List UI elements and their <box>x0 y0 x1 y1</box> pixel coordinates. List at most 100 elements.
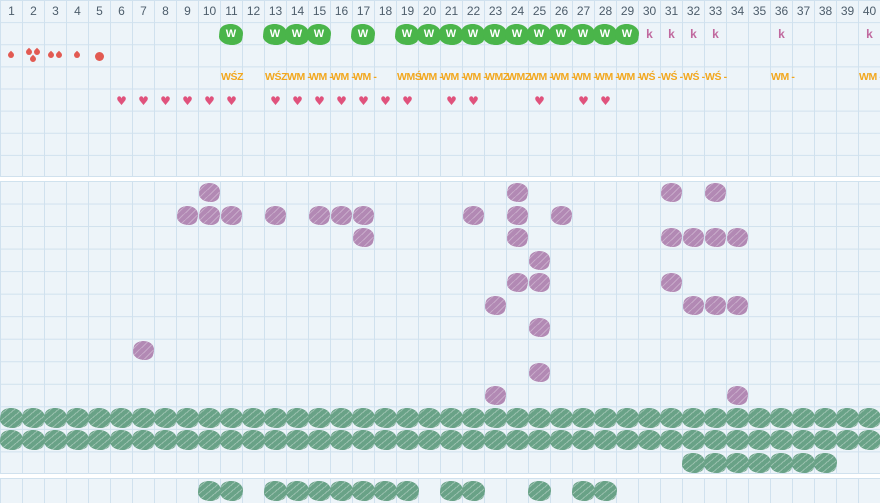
w-badge-icon: W <box>219 24 243 45</box>
w-badge-icon: W <box>263 24 287 45</box>
bush-icon <box>87 407 111 428</box>
bush-icon <box>197 407 221 428</box>
w-badge-icon: W <box>593 24 617 45</box>
flower-icon <box>484 295 506 315</box>
column-header: 5 <box>96 4 103 18</box>
column-header: 19 <box>400 4 415 18</box>
column-header: 36 <box>774 4 789 18</box>
column-header: 40 <box>862 4 877 18</box>
flower-icon <box>528 363 550 383</box>
bush-icon <box>549 407 573 428</box>
stage-label: WM - <box>463 71 487 83</box>
column-header: 29 <box>620 4 635 18</box>
column-header: 31 <box>664 4 679 18</box>
stage-label: WM - <box>331 71 355 83</box>
flower-icon <box>330 205 352 225</box>
bush-icon <box>175 407 199 428</box>
stage-label: WM - <box>287 71 311 83</box>
bush-icon <box>769 430 793 451</box>
w-badge-icon: W <box>285 24 309 45</box>
bush-icon <box>109 430 133 451</box>
k-mark: k <box>866 27 873 41</box>
flower-icon <box>506 273 528 293</box>
bush-icon <box>461 430 485 451</box>
w-badge-icon: W <box>571 24 595 45</box>
stage-label: WMŚ <box>397 71 422 83</box>
flower-icon <box>528 250 550 270</box>
column-header: 37 <box>796 4 811 18</box>
w-badge-icon: W <box>505 24 529 45</box>
flower-icon <box>352 205 374 225</box>
stage-label: WM - <box>419 71 443 83</box>
bush-icon <box>813 407 837 428</box>
bush-icon <box>813 452 837 473</box>
bush-icon <box>593 407 617 428</box>
k-mark: k <box>690 27 697 41</box>
bush-icon <box>791 430 815 451</box>
heart-icon: ♥ <box>402 94 413 108</box>
bush-icon <box>219 430 243 451</box>
column-header: 16 <box>334 4 349 18</box>
bush-icon <box>747 407 771 428</box>
stage-label: WMZ <box>507 71 531 83</box>
droplet-icon <box>28 54 38 64</box>
bush-icon <box>461 480 485 501</box>
bush-icon <box>0 407 23 428</box>
flower-icon <box>198 183 220 202</box>
bush-icon <box>835 430 859 451</box>
stage-label: WM - <box>771 71 795 83</box>
flower-icon <box>660 228 682 248</box>
bush-icon <box>615 430 639 451</box>
bush-icon <box>65 407 89 428</box>
k-mark: k <box>668 27 675 41</box>
bush-icon <box>637 430 661 451</box>
bush-icon <box>857 407 880 428</box>
bush-icon <box>483 430 507 451</box>
bush-icon <box>43 407 67 428</box>
stage-label: WM - <box>573 71 597 83</box>
bush-icon <box>659 430 683 451</box>
column-header: 2 <box>30 4 37 18</box>
w-badge-icon: W <box>395 24 419 45</box>
bush-icon <box>395 480 419 501</box>
column-header: 34 <box>730 4 745 18</box>
bush-icon <box>791 452 815 473</box>
flower-icon <box>198 205 220 225</box>
w-badge-icon: W <box>439 24 463 45</box>
bush-icon <box>703 407 727 428</box>
column-header: 3 <box>52 4 59 18</box>
heart-icon: ♥ <box>358 94 369 108</box>
flower-icon <box>682 295 704 315</box>
k-mark: k <box>778 27 785 41</box>
bush-icon <box>725 430 749 451</box>
bush-icon <box>549 430 573 451</box>
bush-icon <box>835 407 859 428</box>
column-header: 11 <box>225 4 238 18</box>
bush-icon <box>857 430 880 451</box>
column-header: 23 <box>488 4 503 18</box>
bush-icon <box>329 480 353 501</box>
droplet-icon <box>46 50 56 60</box>
bush-icon <box>439 430 463 451</box>
w-badge-icon: W <box>461 24 485 45</box>
column-header: 18 <box>378 4 393 18</box>
column-header: 21 <box>444 4 459 18</box>
bush-icon <box>285 430 309 451</box>
heart-icon: ♥ <box>446 94 457 108</box>
column-header: 26 <box>554 4 569 18</box>
bush-icon <box>351 430 375 451</box>
bush-icon <box>791 407 815 428</box>
calendar-section-top: 1 2 3 4 5 6 7 8 9 10 11 12 13 14 15 16 17 18 19 20 21 22 23 24 2… <box>0 0 880 177</box>
bush-icon <box>593 430 617 451</box>
heart-icon: ♥ <box>336 94 347 108</box>
bush-icon <box>681 407 705 428</box>
column-header: 12 <box>246 4 261 18</box>
bush-icon <box>703 452 727 473</box>
bush-icon <box>373 407 397 428</box>
column-header: 20 <box>422 4 437 18</box>
bush-icon <box>219 407 243 428</box>
bush-icon <box>307 480 331 501</box>
heart-icon: ♥ <box>380 94 391 108</box>
bush-icon <box>65 430 89 451</box>
